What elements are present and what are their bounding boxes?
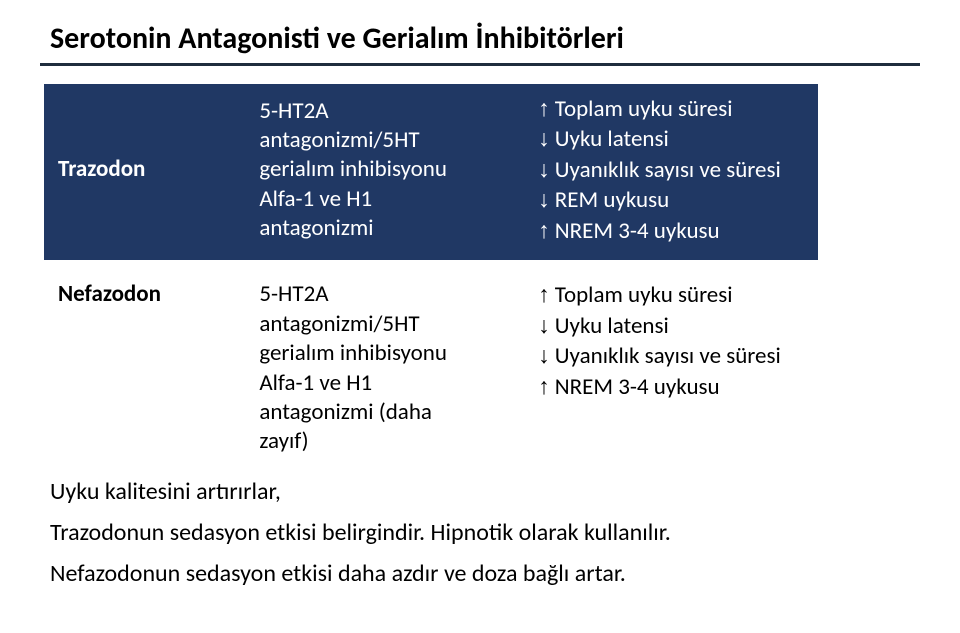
note-line: Nefazodonun sedasyon etkisi daha azdır v… — [50, 559, 920, 588]
notes-block: Uyku kalitesini artırırlar, Trazodonun s… — [40, 477, 920, 588]
drug-name-cell: Trazodon — [44, 84, 245, 260]
note-line: Trazodonun sedasyon etkisi belirgindir. … — [50, 518, 920, 547]
up-arrow-icon: ↑ — [538, 373, 550, 399]
down-arrow-icon: ↓ — [538, 342, 550, 368]
down-arrow-icon: ↓ — [538, 156, 550, 182]
down-arrow-icon: ↓ — [538, 186, 550, 212]
up-arrow-icon: ↑ — [538, 95, 550, 121]
table-nefazodon: Nefazodon 5-HT2Aantagonizmi/5HTgerialım … — [44, 274, 818, 463]
slide: Serotonin Antagonisti ve Gerialım İnhibi… — [0, 0, 960, 633]
effects-cell: ↑ Toplam uyku süresi ↓ Uyku latensi ↓ Uy… — [524, 84, 818, 260]
mechanism-cell: 5-HT2Aantagonizmi/5HTgerialım inhibisyon… — [245, 84, 524, 260]
slide-title: Serotonin Antagonisti ve Gerialım İnhibi… — [40, 20, 920, 57]
down-arrow-icon: ↓ — [538, 312, 550, 338]
note-line: Uyku kalitesini artırırlar, — [50, 477, 920, 506]
down-arrow-icon: ↓ — [538, 125, 550, 151]
title-underline — [40, 63, 920, 66]
up-arrow-icon: ↑ — [538, 281, 550, 307]
mechanism-cell: 5-HT2Aantagonizmi/5HTgerialım inhibisyon… — [245, 274, 524, 463]
effects-cell: ↑ Toplam uyku süresi ↓ Uyku latensi ↓ Uy… — [524, 274, 818, 463]
table-trazodon: Trazodon 5-HT2Aantagonizmi/5HTgerialım i… — [44, 84, 818, 260]
drug-name: Trazodon — [58, 155, 145, 183]
drug-name-cell: Nefazodon — [44, 274, 245, 463]
up-arrow-icon: ↑ — [538, 217, 550, 243]
drug-name: Nefazodon — [58, 280, 161, 308]
